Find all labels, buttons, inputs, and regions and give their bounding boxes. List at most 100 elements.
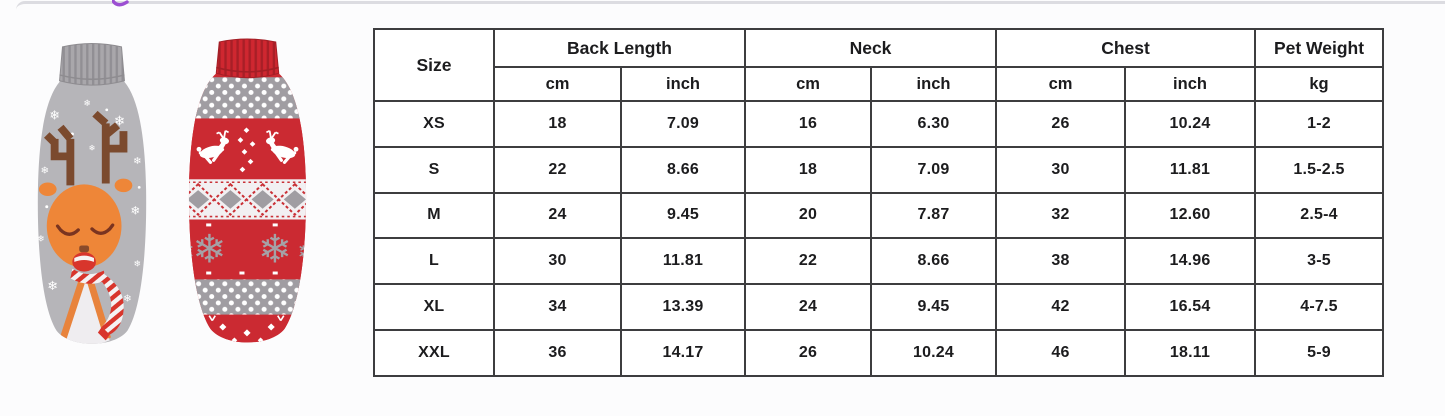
header-group-row: Size Back Length Neck Chest Pet Weight [373, 28, 1384, 102]
cell-back-inch: 11.81 [620, 237, 746, 286]
cell-chest-inch: 12.60 [1124, 191, 1256, 240]
red-fair-isle-sweater-image: ❄ ❄ ❄ ❄ [182, 38, 313, 343]
snowflake-icon: ❄ ❄ ❄ ❄ ❄ ❄ ❄ ❄ ❄ ❄ ❄ [38, 99, 142, 305]
cell-chest-cm: 30 [995, 145, 1126, 194]
cell-size: M [373, 191, 495, 240]
svg-text:❄: ❄ [83, 99, 90, 109]
cell-weight: 3-5 [1254, 237, 1384, 286]
svg-text:❄: ❄ [123, 294, 131, 305]
card-top-edge [16, 1, 1445, 10]
bottom-motif-band [188, 314, 307, 343]
cell-chest-cm: 32 [995, 191, 1126, 240]
unit-chest-cm: cm [995, 66, 1126, 102]
cell-neck-cm: 18 [744, 145, 872, 194]
svg-text:❄: ❄ [258, 227, 292, 272]
cell-chest-cm: 38 [995, 237, 1126, 286]
table-row-l: L 30 11.81 22 8.66 38 14.96 3-5 [373, 237, 1384, 286]
reindeer-face [46, 184, 122, 268]
cell-weight: 1.5-2.5 [1254, 145, 1384, 194]
antlers [43, 110, 128, 186]
cell-neck-inch: 7.09 [870, 145, 997, 194]
cell-neck-inch: 8.66 [870, 237, 997, 286]
cell-neck-inch: 6.30 [870, 100, 997, 148]
cell-chest-inch: 18.11 [1124, 328, 1256, 377]
table-row-xs: XS 18 7.09 16 6.30 26 10.24 1-2 [373, 100, 1384, 148]
col-header-size: Size [373, 28, 495, 102]
cell-back-inch: 7.09 [620, 100, 746, 148]
cell-back-cm: 18 [493, 100, 622, 148]
cell-chest-inch: 16.54 [1124, 283, 1256, 331]
cell-neck-inch: 9.45 [870, 283, 997, 331]
svg-text:❄: ❄ [41, 166, 49, 177]
svg-text:❄: ❄ [47, 278, 58, 293]
cell-back-inch: 8.66 [620, 145, 746, 194]
svg-text:❄: ❄ [130, 204, 140, 218]
candy-cane-scarf [70, 268, 124, 341]
cell-back-inch: 14.17 [620, 328, 746, 377]
svg-text:❄: ❄ [134, 260, 141, 270]
cell-neck-cm: 16 [744, 100, 872, 148]
unit-chest-inch: inch [1124, 66, 1256, 102]
reindeer-nose [79, 245, 90, 253]
svg-text:❄: ❄ [192, 227, 226, 272]
cell-chest-cm: 42 [995, 283, 1126, 331]
cell-weight: 1-2 [1254, 100, 1384, 148]
col-header-pet-weight: Pet Weight [1254, 28, 1384, 68]
table-row-s: S 22 8.66 18 7.09 30 11.81 1.5-2.5 [373, 145, 1384, 194]
col-header-back-length: Back Length [493, 28, 746, 68]
gray-turtleneck-collar [59, 42, 125, 86]
cell-neck-cm: 26 [744, 328, 872, 377]
cell-back-inch: 9.45 [620, 191, 746, 240]
svg-text:❄: ❄ [114, 113, 126, 129]
svg-text:❄: ❄ [297, 238, 313, 268]
cell-size: XL [373, 283, 495, 331]
table-row-m: M 24 9.45 20 7.87 32 12.60 2.5-4 [373, 191, 1384, 240]
cell-chest-cm: 46 [995, 328, 1126, 377]
svg-text:❄: ❄ [133, 156, 141, 167]
reindeer-ear [114, 178, 133, 193]
cell-size: XXL [373, 328, 495, 377]
cell-back-cm: 22 [493, 145, 622, 194]
cell-chest-inch: 11.81 [1124, 145, 1256, 194]
diamond-band [188, 179, 307, 220]
cell-weight: 4-7.5 [1254, 283, 1384, 331]
unit-neck-inch: inch [870, 66, 997, 102]
cell-neck-inch: 10.24 [870, 328, 997, 377]
cell-size: XS [373, 100, 495, 148]
cell-chest-inch: 14.96 [1124, 237, 1256, 286]
col-header-chest: Chest [995, 28, 1256, 68]
cell-back-cm: 30 [493, 237, 622, 286]
svg-text:❄: ❄ [49, 108, 60, 123]
header-unit-row: cm inch cm inch cm inch kg [374, 66, 1384, 102]
unit-neck-cm: cm [744, 66, 872, 102]
svg-text:❄: ❄ [89, 144, 96, 153]
cell-back-cm: 34 [493, 283, 622, 331]
col-header-neck: Neck [744, 28, 997, 68]
cell-neck-cm: 20 [744, 191, 872, 240]
snowflake-band: ❄ ❄ ❄ ❄ [182, 219, 313, 280]
polka-dot-band-lower [188, 279, 307, 315]
svg-text:❄: ❄ [182, 238, 195, 268]
polka-dot-band [188, 77, 307, 119]
cell-size: L [373, 237, 495, 286]
unit-back-inch: inch [620, 66, 746, 102]
reindeer-eyes [55, 223, 115, 236]
table-row-xl: XL 34 13.39 24 9.45 42 16.54 4-7.5 [373, 283, 1384, 331]
watermark-fragment [112, 0, 129, 7]
cell-chest-cm: 26 [995, 100, 1126, 148]
reindeer-mouth [72, 252, 96, 272]
cell-back-inch: 13.39 [620, 283, 746, 331]
cell-neck-inch: 7.87 [870, 191, 997, 240]
cell-size: S [373, 145, 495, 194]
cell-weight: 2.5-4 [1254, 191, 1384, 240]
reindeer-band [188, 118, 307, 180]
table-row-xxl: XXL 36 14.17 26 10.24 46 18.11 5-9 [373, 328, 1384, 377]
red-turtleneck-collar [215, 38, 280, 79]
reindeer-ear [38, 182, 57, 197]
unit-back-cm: cm [493, 66, 622, 102]
cell-back-cm: 24 [493, 191, 622, 240]
cell-neck-cm: 24 [744, 283, 872, 331]
gray-reindeer-sweater-image: ❄ ❄ ❄ ❄ ❄ ❄ ❄ ❄ ❄ ❄ ❄ [37, 42, 147, 344]
cell-chest-inch: 10.24 [1124, 100, 1256, 148]
